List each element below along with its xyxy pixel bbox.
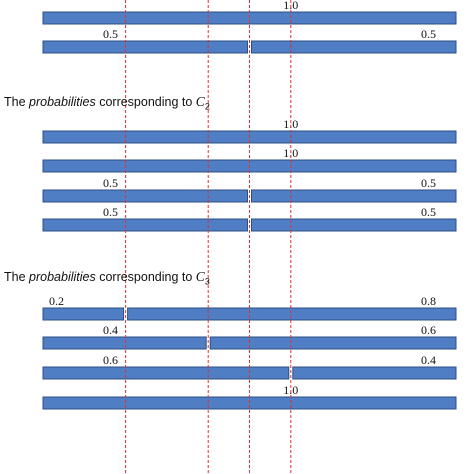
value-label-g2-r4-s1: 0.5 <box>103 205 118 219</box>
heading-c3-italic: probabilities <box>29 270 96 284</box>
value-label-g3-r3-s2: 0.4 <box>421 353 436 367</box>
heading-c3-subscript: 3 <box>204 276 210 287</box>
bar-segment-g3-r3-s2 <box>292 366 457 380</box>
bar-segment-g2-r3-s1 <box>42 189 248 203</box>
heading-c3-prefix: The <box>4 270 30 284</box>
bar-segment-g3-r1-s2 <box>127 307 457 321</box>
heading-c3: The probabilities corresponding to C3 <box>4 269 210 287</box>
bar-segment-g2-r4-s2 <box>251 218 457 232</box>
heading-c3-variable: C <box>195 269 205 284</box>
value-label-g1-r2-s2: 0.5 <box>421 27 436 41</box>
heading-c2: The probabilities corresponding to C2 <box>4 94 210 112</box>
bar-segment-g3-r2-s2 <box>209 336 457 350</box>
value-label-g3-r3-s1: 0.6 <box>103 353 118 367</box>
bar-segment-g1-r2-s1 <box>42 40 248 54</box>
bar-segment-g2-r4-s1 <box>42 218 248 232</box>
value-label-g3-r2-s1: 0.4 <box>103 323 118 337</box>
heading-c2-middle: corresponding to <box>95 95 196 109</box>
bar-segment-g3-r1-s1 <box>42 307 125 321</box>
bar-segment-g3-r2-s1 <box>42 336 207 350</box>
heading-c2-prefix: The <box>4 95 30 109</box>
value-label-g2-r1-s1: 1.0 <box>283 117 298 131</box>
value-label-g1-r2-s1: 0.5 <box>103 27 118 41</box>
value-label-g3-r1-s2: 0.8 <box>421 294 436 308</box>
bar-segment-g3-r3-s1 <box>42 366 290 380</box>
heading-c2-subscript: 2 <box>204 101 210 112</box>
value-label-g2-r4-s2: 0.5 <box>421 205 436 219</box>
heading-c3-middle: corresponding to <box>95 270 196 284</box>
value-label-g2-r3-s2: 0.5 <box>421 176 436 190</box>
heading-c2-italic: probabilities <box>29 95 96 109</box>
heading-c2-variable: C <box>195 94 205 109</box>
value-label-g2-r3-s1: 0.5 <box>103 176 118 190</box>
bar-segment-g1-r2-s2 <box>251 40 457 54</box>
bar-segment-g2-r3-s2 <box>251 189 457 203</box>
value-label-g2-r2-s1: 1.0 <box>283 146 298 160</box>
value-label-g3-r2-s2: 0.6 <box>421 323 436 337</box>
value-label-g3-r1-s1: 0.2 <box>49 294 64 308</box>
